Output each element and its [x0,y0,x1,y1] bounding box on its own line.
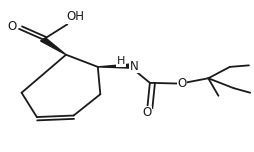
Text: O: O [177,77,186,90]
Text: H: H [117,56,125,66]
Text: N: N [130,60,138,73]
Polygon shape [41,38,66,55]
Text: O: O [8,20,17,33]
Text: OH: OH [66,10,84,23]
Polygon shape [98,64,130,68]
Text: O: O [142,106,151,119]
